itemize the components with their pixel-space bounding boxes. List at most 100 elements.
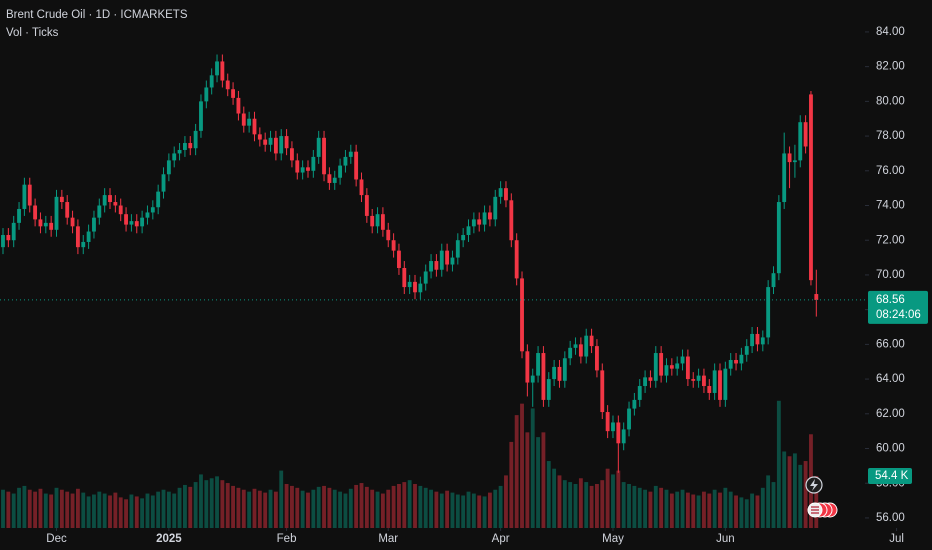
volume-bar <box>108 495 112 528</box>
event-icons[interactable] <box>807 502 838 518</box>
candle-body <box>156 191 161 208</box>
candle-body <box>225 80 230 90</box>
candle-body <box>776 202 781 274</box>
volume-bar <box>284 484 289 528</box>
candle-body <box>562 358 567 381</box>
volume-bar <box>792 453 797 528</box>
candle-body <box>477 219 482 225</box>
candle-body <box>220 61 225 81</box>
volume-bar <box>589 485 594 528</box>
volume-bar <box>573 484 578 528</box>
volume-bar <box>702 491 706 528</box>
volume-bar <box>450 492 455 528</box>
volume-bar <box>316 486 321 528</box>
candle-body <box>59 196 64 203</box>
volume-bar <box>38 488 43 528</box>
candle-body <box>81 241 86 248</box>
volume-bar <box>391 485 396 528</box>
candle-body <box>659 353 664 376</box>
candle-body <box>530 375 535 383</box>
y-tick-label: 84.00 <box>876 26 905 38</box>
candle-body <box>798 122 803 161</box>
volume-bar <box>49 494 54 528</box>
volume-bar <box>6 491 11 528</box>
volume-bar <box>327 487 332 528</box>
volume-bar <box>621 482 626 528</box>
candle-body <box>182 143 187 150</box>
candle-body <box>771 273 776 288</box>
candle-body <box>397 250 401 268</box>
volume-bar <box>193 482 198 528</box>
volume-bar <box>782 451 787 528</box>
candle-body <box>782 153 787 203</box>
volume-bar <box>546 461 551 528</box>
last-volume-label: 54.4 K <box>875 470 909 482</box>
volume-bar <box>471 493 476 528</box>
volume-bar <box>268 489 273 528</box>
volume-bar <box>584 482 589 528</box>
volume-bar <box>209 478 214 528</box>
volume-bar <box>787 456 792 528</box>
volume-bar <box>43 493 48 528</box>
y-tick-label: 76.00 <box>876 165 905 177</box>
candle-body <box>316 137 321 157</box>
volume-bar <box>739 497 744 528</box>
volume-bar <box>536 437 540 528</box>
volume-bar <box>364 486 369 528</box>
volume-bar <box>798 464 803 528</box>
candle-body <box>295 160 300 173</box>
volume-bar <box>375 491 380 528</box>
candle-body <box>407 281 412 288</box>
y-tick-label: 80.00 <box>876 95 905 107</box>
candle-body <box>680 356 685 364</box>
volume-bar <box>653 485 658 528</box>
volume-bar <box>231 485 236 528</box>
candle-body <box>172 153 177 161</box>
candle-body <box>1 235 5 248</box>
volume-bar <box>65 491 70 528</box>
volume-bar <box>290 485 294 528</box>
volume-bar <box>520 403 524 528</box>
volume-bar <box>150 495 155 528</box>
candle-body <box>557 366 562 381</box>
candle-body <box>322 137 326 175</box>
y-tick-label: 60.00 <box>876 443 905 455</box>
candle-body <box>760 337 765 345</box>
volume-bar <box>273 491 278 528</box>
candle-body <box>11 222 16 241</box>
volume-bar <box>199 474 203 528</box>
candle-body <box>541 353 546 400</box>
candle-body <box>140 217 145 227</box>
candle-body <box>348 151 353 157</box>
candle-body <box>97 205 102 218</box>
candle-body <box>664 365 669 376</box>
candle-body <box>241 113 246 126</box>
volume-bar <box>338 491 343 528</box>
x-tick-label: Feb <box>277 533 297 545</box>
y-tick-label: 78.00 <box>876 130 905 142</box>
candle-body <box>600 370 605 413</box>
volume-bar <box>156 491 161 528</box>
axis-layer: 56.0058.0060.0062.0064.0066.0068.0070.00… <box>0 26 928 545</box>
candle-body <box>108 195 112 203</box>
volume-bar <box>429 489 433 528</box>
candle-body <box>482 212 487 225</box>
volume-bar <box>455 494 460 528</box>
volume-bar <box>707 493 712 528</box>
volume-bar <box>557 475 562 528</box>
candle-body <box>290 148 294 161</box>
volume-bar <box>776 400 781 528</box>
alert-icon[interactable] <box>805 476 823 494</box>
candle-body <box>648 377 653 381</box>
candle-body <box>113 202 118 206</box>
volume-bar <box>134 496 139 528</box>
candle-body <box>75 226 80 248</box>
volume-bar <box>616 470 621 528</box>
volume-bar <box>696 495 701 528</box>
volume-bar <box>140 498 145 528</box>
volume-bar <box>525 432 530 528</box>
y-tick-label: 56.00 <box>876 512 905 524</box>
volume-bar <box>81 492 86 528</box>
volume-bar <box>648 491 653 528</box>
candle-body <box>134 221 139 227</box>
